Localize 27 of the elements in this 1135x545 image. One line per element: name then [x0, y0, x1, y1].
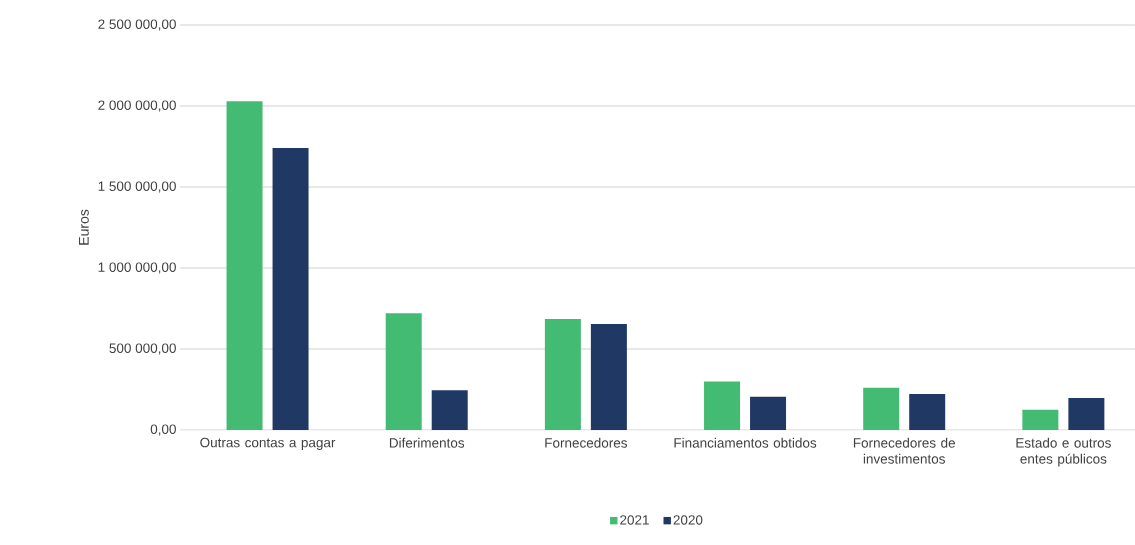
y-tick-label: 2 000 000,00: [98, 100, 176, 112]
bar: [590, 323, 627, 430]
bar: [1022, 409, 1059, 430]
y-tick-label: 2 500 000,00: [98, 19, 176, 31]
y-tick-label: 1 000 000,00: [98, 262, 176, 274]
y-axis-title: Euros: [79, 209, 89, 245]
legend-label: 2020: [673, 515, 703, 525]
x-tick-label: Diferimentos: [389, 437, 465, 448]
bar: [863, 387, 900, 430]
bar: [431, 390, 468, 430]
bar: [544, 319, 581, 430]
x-tick-label: Financiamentos obtidos: [674, 437, 817, 448]
x-tick-label: Fornecedores: [545, 437, 628, 448]
bar: [272, 148, 309, 430]
legend-label: 2021: [620, 515, 649, 525]
bar: [1068, 397, 1105, 430]
x-tick-label: Outras contas a pagar: [200, 437, 336, 451]
bar: [909, 394, 946, 430]
x-tick-label: Fornecedores de investimentos: [853, 437, 955, 464]
bar: [750, 396, 787, 430]
bar: [385, 313, 422, 430]
bar: [226, 101, 263, 430]
y-tick-label: 0,00: [150, 424, 176, 436]
x-tick-label: Estado e outros entes públicos: [1016, 437, 1111, 467]
y-tick-label: 1 500 000,00: [98, 181, 176, 193]
y-tick-label: 500 000,00: [109, 343, 176, 355]
bar: [704, 381, 741, 430]
